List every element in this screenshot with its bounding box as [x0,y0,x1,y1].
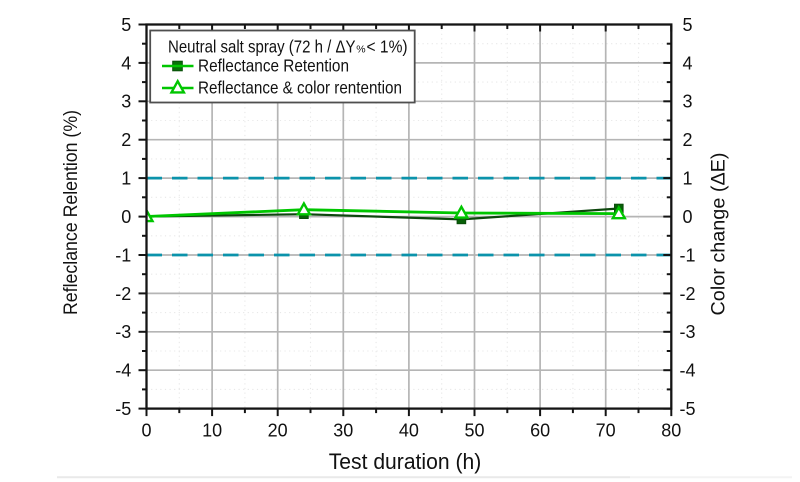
svg-text:20: 20 [268,421,288,441]
svg-text:Neutral salt spray (72 h / ΔY: Neutral salt spray (72 h / ΔY [168,36,356,56]
svg-text:-3: -3 [115,322,131,342]
svg-text:Test duration (h): Test duration (h) [329,449,482,474]
svg-text:-5: -5 [679,399,695,419]
svg-text:< 1%): < 1%) [367,36,408,56]
svg-text:-4: -4 [679,361,695,381]
svg-text:%: % [356,43,365,55]
svg-text:60: 60 [530,421,550,441]
svg-text:-2: -2 [679,284,695,304]
svg-text:4: 4 [682,53,692,73]
svg-text:0: 0 [682,207,692,227]
svg-text:3: 3 [121,92,131,112]
svg-text:Reflectance & color rentention: Reflectance & color rentention [198,78,402,98]
svg-text:30: 30 [333,421,353,441]
svg-text:-1: -1 [679,245,695,265]
svg-text:Color change (ΔE): Color change (ΔE) [709,152,730,315]
svg-text:-2: -2 [115,284,131,304]
svg-text:-3: -3 [679,322,695,342]
svg-text:-1: -1 [115,245,131,265]
svg-text:2: 2 [121,130,131,150]
svg-text:50: 50 [464,421,484,441]
svg-text:1: 1 [682,169,692,189]
svg-text:40: 40 [399,421,419,441]
svg-text:-4: -4 [115,361,131,381]
svg-text:-5: -5 [115,399,131,419]
svg-text:0: 0 [121,207,131,227]
svg-text:1: 1 [121,169,131,189]
svg-text:Refleclance Relention (%): Refleclance Relention (%) [60,110,82,315]
svg-text:2: 2 [682,130,692,150]
svg-text:4: 4 [121,53,131,73]
svg-text:10: 10 [202,421,222,441]
svg-text:70: 70 [596,421,616,441]
svg-text:Reflectance Retention: Reflectance Retention [198,56,349,76]
svg-text:5: 5 [121,15,131,35]
svg-text:5: 5 [682,15,692,35]
svg-text:3: 3 [682,92,692,112]
svg-text:80: 80 [661,421,681,441]
svg-text:0: 0 [141,421,151,441]
